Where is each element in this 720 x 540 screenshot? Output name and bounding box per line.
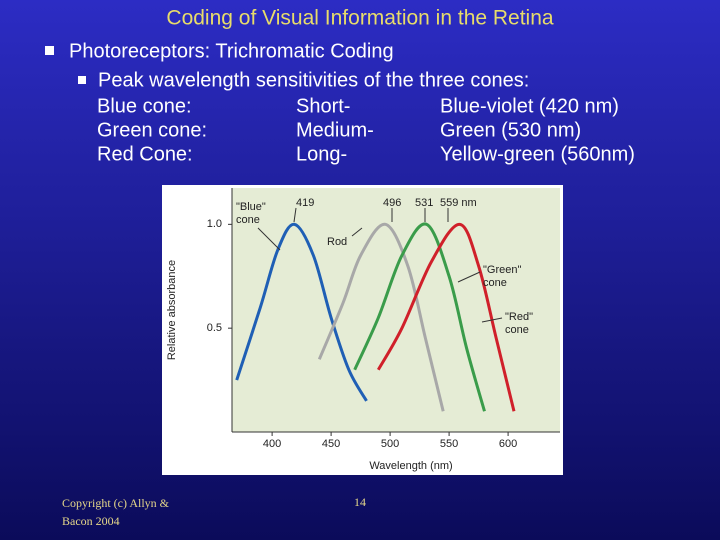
annotation: cone (236, 214, 260, 226)
cone-cell: Blue-violet (420 nm) (440, 95, 619, 117)
leader-line (351, 227, 363, 237)
x-tick-label: 400 (263, 438, 281, 450)
curve (353, 222, 486, 412)
x-tick-label: 600 (499, 438, 517, 450)
annotation: 496 (383, 197, 401, 209)
annotation: cone (505, 324, 529, 336)
x-tick-label: 500 (381, 438, 399, 450)
slide-title: Coding of Visual Information in the Reti… (166, 7, 553, 30)
x-axis-label: Wavelength (nm) (369, 460, 452, 472)
annotation: "Blue" (236, 201, 266, 213)
y-axis-label: Relative absorbance (166, 260, 178, 360)
leader-line (481, 317, 503, 323)
annotation: 531 (415, 197, 433, 209)
page-number: 14 (354, 495, 366, 509)
curve (235, 222, 368, 402)
cone-cell: Blue cone: (97, 95, 192, 117)
leader-line (293, 207, 297, 223)
x-tick-label: 550 (440, 438, 458, 450)
cone-cell: Red Cone: (97, 143, 193, 165)
cone-cell: Short- (296, 95, 350, 117)
y-tick-label: 0.5 (207, 322, 222, 334)
cone-cell: Green (530 nm) (440, 119, 581, 141)
curve (317, 222, 445, 412)
curve (376, 222, 516, 412)
leader-lines (257, 207, 503, 323)
copyright: Bacon 2004 (62, 514, 120, 528)
annotation: Rod (327, 236, 347, 248)
annotation: 419 (296, 197, 314, 209)
cone-cell: Medium- (296, 119, 374, 141)
cone-cell: Green cone: (97, 119, 207, 141)
bullet-marker (45, 46, 54, 55)
cone-cell: Long- (296, 143, 347, 165)
leader-line (257, 227, 281, 251)
annotation: cone (483, 277, 507, 289)
x-tick-label: 450 (322, 438, 340, 450)
annotation: 559 nm (440, 197, 477, 209)
annotation: "Red" (505, 311, 533, 323)
copyright: Copyright (c) Allyn & (62, 496, 170, 510)
cone-cell: Yellow-green (560nm) (440, 143, 635, 165)
bullet: Peak wavelength sensitivities of the thr… (98, 69, 529, 91)
annotation: "Green" (483, 264, 521, 276)
bullet: Photoreceptors: Trichromatic Coding (69, 40, 394, 62)
y-tick-label: 1.0 (207, 218, 222, 230)
leader-line (457, 271, 481, 283)
bullet-marker (78, 76, 86, 84)
